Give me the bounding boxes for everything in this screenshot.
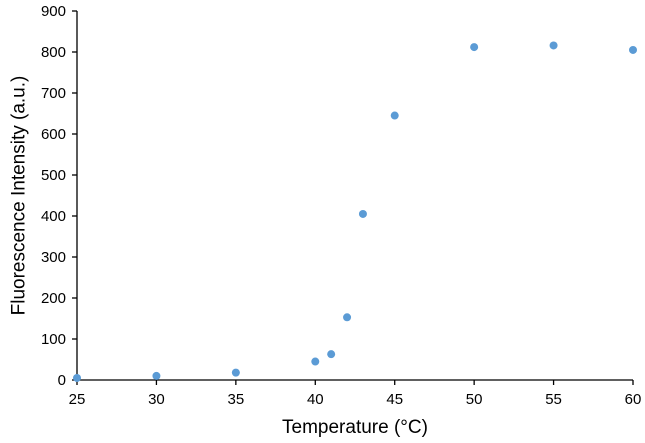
x-tick-label: 55	[545, 391, 562, 408]
x-axis-ticks: 25 30 35 40 45 50 55 60	[69, 380, 642, 408]
data-point	[73, 373, 81, 382]
x-tick-label: 60	[625, 391, 642, 408]
y-axis-ticks: 0 100 200 300 400 500 600 700 800 900	[41, 3, 77, 389]
y-tick-label: 600	[41, 126, 66, 143]
data-point	[311, 357, 320, 366]
data-point	[152, 371, 161, 380]
data-point	[390, 111, 399, 120]
data-point	[231, 368, 240, 377]
axes	[76, 11, 633, 381]
y-tick-label: 500	[41, 167, 66, 184]
y-axis-title: Fluorescence Intensity (a.u.)	[9, 76, 30, 316]
y-tick-label: 700	[41, 85, 66, 102]
y-tick-label: 400	[41, 208, 66, 225]
x-tick-label: 50	[466, 391, 483, 408]
data-point	[470, 43, 479, 52]
data-point	[629, 45, 637, 54]
y-tick-label: 100	[41, 331, 66, 348]
x-tick-label: 40	[307, 391, 324, 408]
x-axis-title: Temperature (°C)	[282, 417, 428, 438]
x-tick-label: 45	[386, 391, 403, 408]
y-tick-label: 0	[58, 372, 66, 389]
data-point	[327, 350, 336, 359]
data-point	[343, 313, 352, 322]
data-point	[358, 209, 367, 218]
y-tick-label: 300	[41, 249, 66, 266]
y-tick-label: 900	[41, 3, 66, 20]
data-point	[549, 41, 558, 50]
x-tick-label: 25	[69, 391, 86, 408]
x-tick-label: 30	[148, 391, 165, 408]
x-tick-label: 35	[228, 391, 245, 408]
data-points	[73, 41, 637, 382]
y-tick-label: 800	[41, 44, 66, 61]
y-tick-label: 200	[41, 290, 66, 307]
